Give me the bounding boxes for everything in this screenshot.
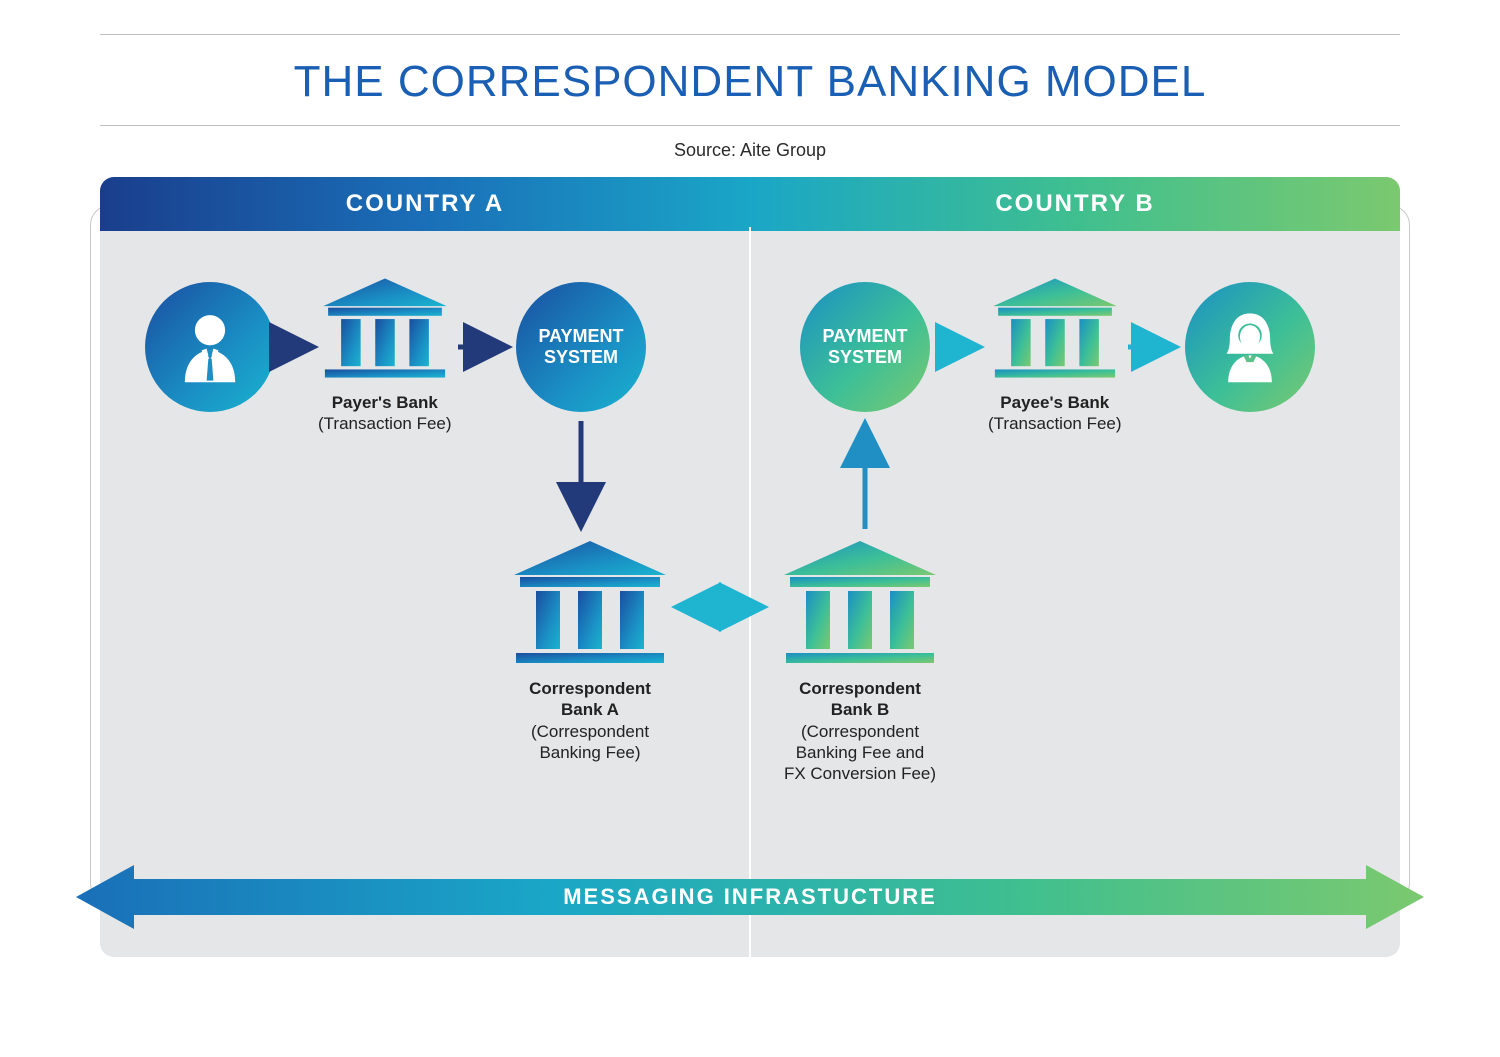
ps-a-l2: SYSTEM [544,347,618,367]
cba-s1: (Correspondent [531,722,649,741]
ps-b-l2: SYSTEM [828,347,902,367]
correspondent-bank-a: Correspondent Bank A (Correspondent Bank… [500,537,680,763]
cba-t2: Bank A [561,700,619,719]
corr-bank-a-label: Correspondent Bank A (Correspondent Bank… [500,678,680,763]
diagram-canvas: COUNTRY A COUNTRY B [100,177,1400,957]
payee-icon [1185,282,1315,412]
page-title: THE CORRESPONDENT BANKING MODEL [100,39,1400,121]
panel-divider [749,227,751,957]
payer-bank-sub: (Transaction Fee) [318,414,452,433]
payment-system-a: PAYMENT SYSTEM [516,282,646,412]
person-male-icon [168,305,252,389]
payment-system-b-label: PAYMENT SYSTEM [822,326,907,367]
mid-rule [100,125,1400,126]
cba-s2: Banking Fee) [539,743,640,762]
payee-bank-sub: (Transaction Fee) [988,414,1122,433]
person-female-icon [1208,305,1292,389]
panel-header-a: COUNTRY A [100,177,750,231]
payer-icon [145,282,275,412]
corr-bank-b-label: Correspondent Bank B (Correspondent Bank… [770,678,950,784]
cbb-t1: Correspondent [799,679,921,698]
cbb-s1: (Correspondent [801,722,919,741]
payee-bank: Payee's Bank (Transaction Fee) [988,275,1122,435]
ps-b-l1: PAYMENT [822,326,907,346]
payment-system-b: PAYMENT SYSTEM [800,282,930,412]
payer-bank: Payer's Bank (Transaction Fee) [318,275,452,435]
source-text: Source: Aite Group [100,130,1400,177]
messaging-arrow: MESSAGING INFRASTUCTURE [76,865,1424,929]
bank-icon [510,537,670,667]
bank-icon [780,537,940,667]
bank-icon [990,275,1120,381]
payer-bank-title: Payer's Bank [332,393,438,412]
cbb-s2: Banking Fee and [796,743,925,762]
top-rule [100,34,1400,35]
ps-a-l1: PAYMENT [538,326,623,346]
messaging-text: MESSAGING INFRASTUCTURE [76,865,1424,929]
payer-bank-label: Payer's Bank (Transaction Fee) [318,392,452,435]
payment-system-a-label: PAYMENT SYSTEM [538,326,623,367]
cba-t1: Correspondent [529,679,651,698]
payee-bank-title: Payee's Bank [1000,393,1109,412]
correspondent-bank-b: Correspondent Bank B (Correspondent Bank… [770,537,950,784]
panel-header-b: COUNTRY B [750,177,1400,231]
payee-bank-label: Payee's Bank (Transaction Fee) [988,392,1122,435]
bank-icon [320,275,450,381]
cbb-s3: FX Conversion Fee) [784,764,936,783]
cbb-t2: Bank B [831,700,890,719]
